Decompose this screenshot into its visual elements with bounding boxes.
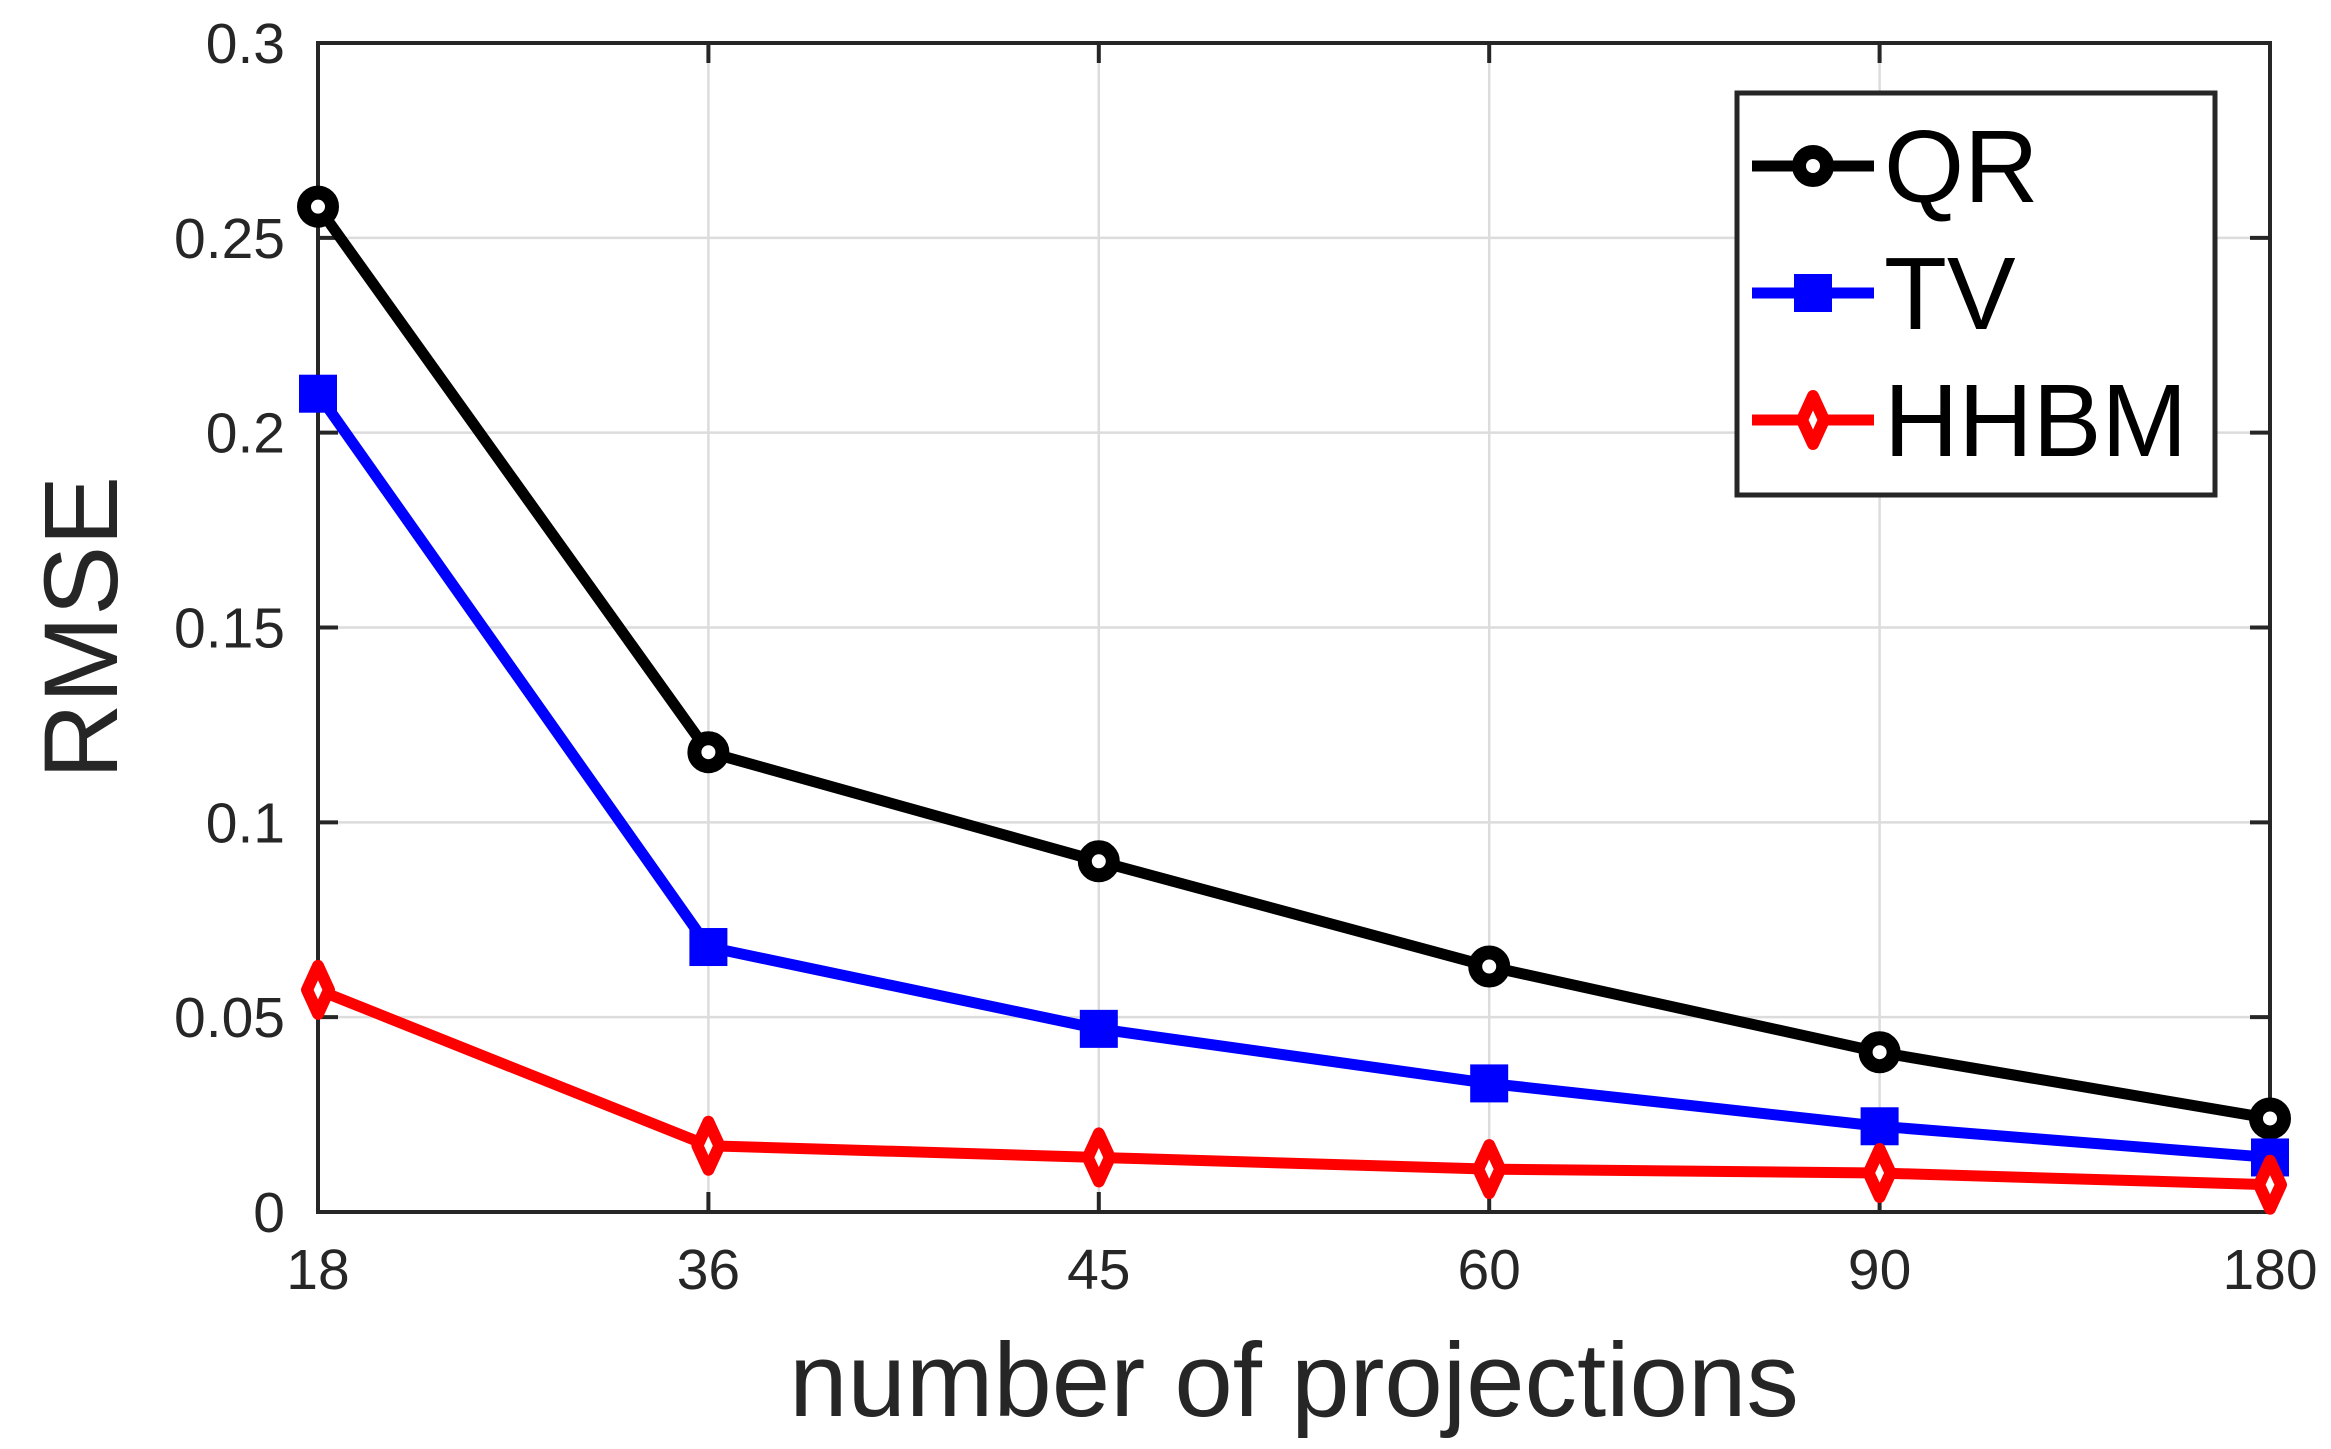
marker-qr-18 [297,185,339,228]
marker-hhbm-18 [301,959,335,1020]
legend-label-tv: TV [1884,236,2016,351]
legend-marker-qr [1792,145,1834,187]
marker-hhbm-180 [2253,1154,2287,1215]
y-tick-label: 0.05 [174,986,285,1050]
x-tick-label: 18 [286,1238,349,1302]
marker-hhbm-36 [691,1115,726,1176]
x-tick-label: 60 [1457,1238,1520,1302]
series-line-hhbm [315,984,2271,1191]
marker-tv-60 [1470,1064,1509,1103]
marker-qr-45 [1077,840,1120,883]
x-tick-label: 36 [677,1238,740,1302]
marker-tv-18 [299,374,337,413]
marker-hhbm-90 [1862,1143,1897,1204]
legend-label-qr: QR [1884,109,2039,224]
y-tick-label: 0.25 [174,207,285,271]
marker-hhbm-60 [1472,1139,1507,1200]
marker-qr-180 [2249,1097,2291,1140]
marker-tv-36 [689,928,728,967]
series-line-tv [313,390,2271,1163]
y-axis-label: RMSE [23,476,140,779]
y-tick-label: 0.3 [206,12,285,76]
x-tick-label: 180 [2222,1238,2317,1302]
marker-tv-90 [1860,1107,1899,1146]
x-tick-label: 45 [1067,1238,1130,1302]
x-axis-label: number of projections [789,1322,1799,1439]
x-tick-label: 90 [1848,1238,1911,1302]
y-tick-label: 0.15 [174,597,285,661]
y-tick-label: 0.1 [206,791,285,855]
marker-qr-36 [687,731,730,774]
y-tick-label: 0.2 [206,402,285,466]
legend-marker-tv [1794,274,1832,312]
legend-marker-hhbm [1796,390,1830,450]
series-line-qr [313,203,2271,1124]
legend-label-hhbm: HHBM [1884,363,2187,478]
marker-qr-60 [1468,945,1511,988]
y-tick-label: 0 [253,1181,285,1245]
marker-tv-45 [1079,1009,1118,1048]
marker-hhbm-45 [1081,1127,1116,1188]
marker-qr-90 [1858,1031,1901,1074]
